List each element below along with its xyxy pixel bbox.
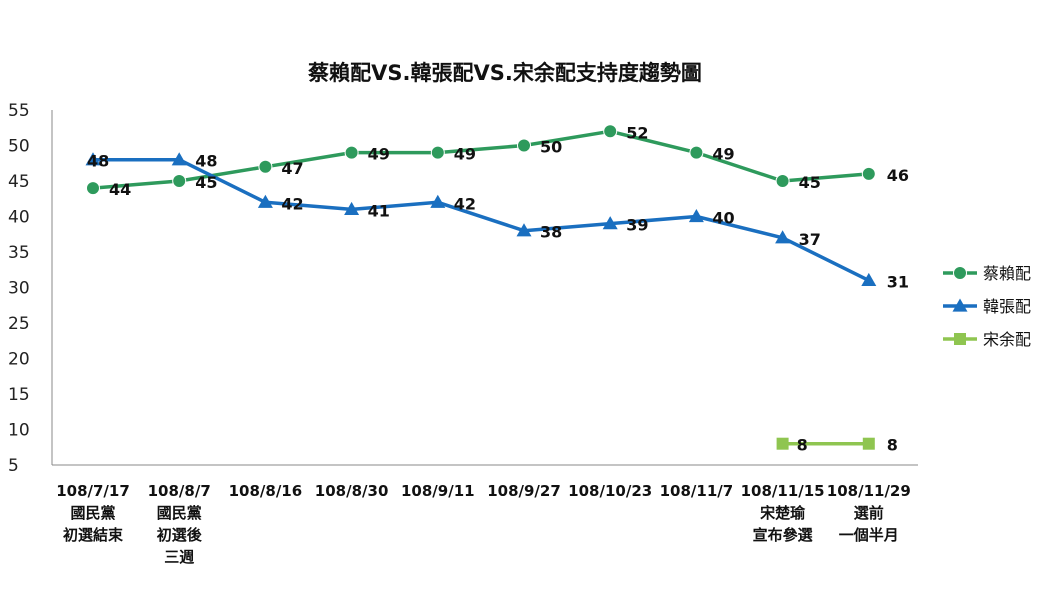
- y-tick-label: 25: [8, 314, 30, 334]
- data-label: 41: [368, 201, 390, 220]
- point-marker: [430, 194, 446, 208]
- y-tick-label: 10: [8, 421, 30, 441]
- point-marker: [85, 152, 101, 166]
- data-label: 44: [109, 180, 131, 199]
- series-markers: [85, 124, 877, 450]
- data-label: 50: [540, 138, 562, 157]
- point-marker: [953, 266, 967, 280]
- x-tick-label: 108/11/7: [660, 482, 734, 500]
- data-label: 8: [887, 436, 898, 455]
- y-tick-label: 55: [8, 101, 30, 121]
- point-marker: [861, 272, 877, 287]
- x-tick-label: 108/11/15 宋楚瑜宣布參選: [741, 482, 825, 544]
- data-label: 47: [281, 159, 303, 178]
- data-label: 45: [799, 173, 821, 192]
- point-marker: [172, 174, 187, 188]
- y-tick-label: 45: [8, 172, 30, 192]
- legend-label: 韓張配: [983, 297, 1031, 316]
- point-marker: [344, 145, 359, 160]
- x-tick-label: 108/10/23: [568, 482, 652, 500]
- data-label: 37: [799, 230, 821, 249]
- data-label: 49: [454, 145, 476, 164]
- point-marker: [688, 209, 704, 223]
- y-tick-label: 35: [8, 243, 30, 263]
- series-lines: [92, 129, 870, 446]
- point-marker: [954, 333, 966, 345]
- data-label: 40: [712, 209, 734, 228]
- y-tick-label: 20: [8, 350, 30, 370]
- data-label: 52: [626, 123, 648, 142]
- data-labels: 44 45 47 49 49 50 52 49 45 46 48 48 42 41 42 38 39 40 37 31…: [87, 123, 909, 454]
- point-marker: [258, 159, 273, 174]
- point-marker: [603, 124, 618, 139]
- data-label: 42: [454, 194, 476, 213]
- x-tick-label: 108/8/30: [315, 482, 389, 500]
- data-label: 39: [626, 216, 648, 235]
- x-tick-label: 108/8/16: [229, 482, 303, 500]
- point-marker: [86, 181, 100, 196]
- x-tick-label: 108/9/27: [487, 482, 561, 500]
- y-tick-label: 15: [8, 385, 30, 405]
- point-marker: [517, 138, 531, 153]
- legend-label: 宋余配: [983, 330, 1031, 349]
- point-marker: [602, 216, 618, 230]
- data-label: 38: [540, 223, 562, 242]
- data-label: 49: [368, 145, 390, 164]
- point-marker: [952, 298, 968, 312]
- y-tick-label: 40: [8, 208, 30, 228]
- data-label: 49: [712, 145, 734, 164]
- y-tick-label: 30: [8, 279, 30, 299]
- point-marker: [516, 223, 532, 237]
- x-tick-label: 108/11/29 選前一個半月: [827, 482, 911, 544]
- point-marker: [689, 145, 704, 160]
- series-line: [92, 129, 869, 190]
- point-marker: [344, 201, 360, 216]
- x-tick-label: 108/7/17 國民黨初選結束: [56, 482, 130, 544]
- data-label: 46: [887, 166, 909, 185]
- x-tick-labels: 108/7/17 國民黨初選結束 108/8/7 國民黨初選後三週 108/8/16 10…: [56, 482, 911, 566]
- point-marker: [776, 437, 789, 450]
- legend-label: 蔡賴配: [983, 264, 1031, 283]
- data-label: 8: [797, 436, 808, 455]
- point-marker: [775, 174, 790, 188]
- data-label: 45: [195, 173, 217, 192]
- point-marker: [862, 437, 875, 450]
- y-tick-label: 50: [8, 137, 30, 157]
- data-label: 48: [195, 152, 217, 171]
- chart-title: 蔡賴配VS.韓張配VS.宋余配支持度趨勢圖: [308, 61, 702, 85]
- x-tick-label: 108/9/11: [401, 482, 475, 500]
- y-tick-label: 5: [8, 456, 19, 476]
- x-tick-label: 108/8/7 國民黨初選後三週: [148, 482, 211, 566]
- point-marker: [775, 230, 791, 244]
- point-marker: [257, 194, 273, 208]
- y-tick-labels: 5 10 15 20 25 30 35 40 45 50 55: [8, 101, 30, 476]
- data-label: 42: [281, 194, 303, 213]
- point-marker: [861, 166, 876, 181]
- data-label: 31: [887, 272, 909, 291]
- point-marker: [171, 152, 187, 166]
- data-label: 48: [87, 152, 109, 171]
- point-marker: [430, 145, 445, 160]
- series-line: [93, 157, 870, 282]
